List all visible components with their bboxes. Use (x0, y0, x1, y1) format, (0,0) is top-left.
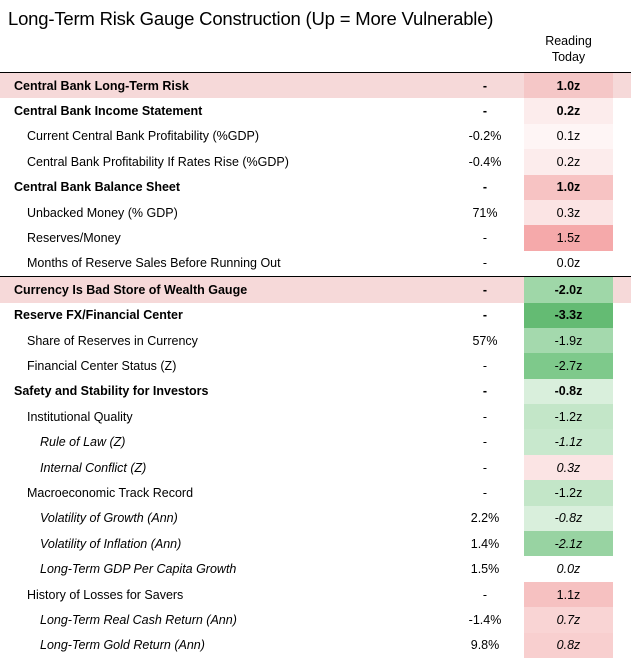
row-label: Current Central Bank Profitability (%GDP… (27, 129, 260, 144)
row-reading-today: 1.0z (524, 174, 613, 200)
row-underlying-value: 71% (472, 205, 498, 220)
row-label: Volatility of Inflation (Ann) (40, 536, 182, 551)
table-row: Institutional Quality - -1.2z (0, 404, 631, 430)
row-label: Financial Center Status (Z) (27, 358, 177, 373)
row-underlying-value: - (482, 78, 488, 93)
table-row: Volatility of Inflation (Ann) 1.4% -2.1z (0, 531, 631, 557)
row-reading-today: 0.2z (524, 98, 613, 124)
row-label: Share of Reserves in Currency (27, 333, 198, 348)
row-reading-today: 0.8z (524, 632, 613, 658)
table-row: Central Bank Balance Sheet - 1.0z (0, 174, 631, 200)
row-underlying-value: - (482, 282, 488, 297)
row-label: Long-Term Gold Return (Ann) (40, 638, 205, 653)
row-reading-today: -2.0z (524, 277, 613, 303)
row-underlying-value: -1.4% (468, 612, 502, 627)
row-reading-today: 1.0z (524, 73, 613, 99)
row-underlying-value: - (482, 485, 488, 500)
table-row: Central Bank Long-Term Risk - 1.0z (0, 72, 631, 99)
table-row: Rule of Law (Z) - -1.1z (0, 429, 631, 455)
column-header-line2: Today (551, 50, 586, 64)
row-reading-today: 1.1z (524, 581, 613, 608)
row-reading-today: 0.0z (524, 250, 613, 277)
row-label: Months of Reserve Sales Before Running O… (27, 256, 281, 271)
row-underlying-value: - (482, 358, 488, 373)
row-reading-today: -2.7z (524, 353, 613, 379)
row-underlying-value: 57% (472, 333, 498, 348)
table-row: Reserves/Money - 1.5z (0, 225, 631, 251)
row-label: Currency Is Bad Store of Wealth Gauge (14, 282, 248, 297)
table-row: History of Losses for Savers - 1.1z (0, 581, 631, 608)
row-label: Long-Term GDP Per Capita Growth (40, 562, 237, 577)
row-label: Central Bank Long-Term Risk (14, 78, 189, 93)
row-underlying-value: - (482, 384, 488, 399)
table-row: Months of Reserve Sales Before Running O… (0, 250, 631, 277)
row-reading-today: -2.1z (524, 531, 613, 557)
page-title: Long-Term Risk Gauge Construction (Up = … (8, 8, 494, 29)
row-underlying-value: 2.2% (470, 511, 500, 526)
table-row: Long-Term GDP Per Capita Growth 1.5% 0.0z (0, 556, 631, 582)
row-label: Institutional Quality (27, 409, 133, 424)
row-underlying-value: 9.8% (470, 638, 500, 653)
column-header-line1: Reading (545, 34, 592, 48)
row-label: Macroeconomic Track Record (27, 485, 194, 500)
table-row: Reserve FX/Financial Center - -3.3z (0, 302, 631, 328)
row-underlying-value: - (482, 256, 488, 271)
table-row: Share of Reserves in Currency 57% -1.9z (0, 327, 631, 354)
column-header-reading-today: Reading Today (524, 33, 613, 65)
row-reading-today: 0.3z (524, 199, 613, 226)
table-row: Long-Term Gold Return (Ann) 9.8% 0.8z (0, 632, 631, 658)
row-reading-today: 1.5z (524, 225, 613, 251)
row-label: History of Losses for Savers (27, 587, 184, 602)
row-underlying-value: -0.4% (468, 154, 502, 169)
row-underlying-value: -0.2% (468, 129, 502, 144)
row-reading-today: 0.1z (524, 123, 613, 150)
row-label: Central Bank Balance Sheet (14, 180, 181, 195)
table-row: Central Bank Income Statement - 0.2z (0, 98, 631, 124)
row-label: Safety and Stability for Investors (14, 384, 209, 399)
row-label: Reserves/Money (27, 231, 121, 246)
row-reading-today: -1.9z (524, 327, 613, 354)
row-label: Volatility of Growth (Ann) (40, 511, 178, 526)
row-label: Rule of Law (Z) (40, 435, 126, 450)
row-reading-today: -1.2z (524, 404, 613, 430)
row-label: Central Bank Profitability If Rates Rise… (27, 154, 289, 169)
gauge-table: Central Bank Long-Term Risk -1.0z Central … (0, 72, 631, 658)
row-underlying-value: - (482, 180, 488, 195)
table-row: Long-Term Real Cash Return (Ann) -1.4% 0.7… (0, 607, 631, 633)
row-underlying-value: - (482, 308, 488, 323)
row-reading-today: -1.1z (524, 429, 613, 455)
table-row: Central Bank Profitability If Rates Rise… (0, 149, 631, 175)
row-label: Central Bank Income Statement (14, 104, 203, 119)
row-underlying-value: - (482, 104, 488, 119)
row-label: Internal Conflict (Z) (40, 460, 147, 475)
row-reading-today: -3.3z (524, 302, 613, 328)
row-underlying-value: - (482, 460, 488, 475)
table-row: Financial Center Status (Z) - -2.7z (0, 353, 631, 379)
table-row: Volatility of Growth (Ann) 2.2% -0.8z (0, 505, 631, 532)
table-row: Macroeconomic Track Record - -1.2z (0, 480, 631, 506)
row-reading-today: -1.2z (524, 480, 613, 506)
row-underlying-value: - (482, 435, 488, 450)
row-reading-today: 0.7z (524, 607, 613, 633)
row-underlying-value: 1.5% (470, 562, 500, 577)
row-underlying-value: 1.4% (470, 536, 500, 551)
row-underlying-value: - (482, 231, 488, 246)
row-reading-today: 0.0z (524, 556, 613, 582)
row-label: Unbacked Money (% GDP) (27, 205, 178, 220)
row-label: Long-Term Real Cash Return (Ann) (40, 612, 237, 627)
row-label: Reserve FX/Financial Center (14, 308, 183, 323)
row-reading-today: -0.8z (524, 505, 613, 532)
row-reading-today: 0.2z (524, 149, 613, 175)
row-underlying-value: - (482, 409, 488, 424)
table-row: Current Central Bank Profitability (%GDP… (0, 123, 631, 150)
table-row: Unbacked Money (% GDP) 71% 0.3z (0, 199, 631, 226)
table-row: Currency Is Bad Store of Wealth Gauge - -2… (0, 276, 631, 303)
row-reading-today: -0.8z (524, 378, 613, 405)
table-row: Internal Conflict (Z) - 0.3z (0, 454, 631, 481)
table-row: Safety and Stability for Investors - -0.8z (0, 378, 631, 405)
row-underlying-value: - (482, 587, 488, 602)
row-reading-today: 0.3z (524, 454, 613, 481)
